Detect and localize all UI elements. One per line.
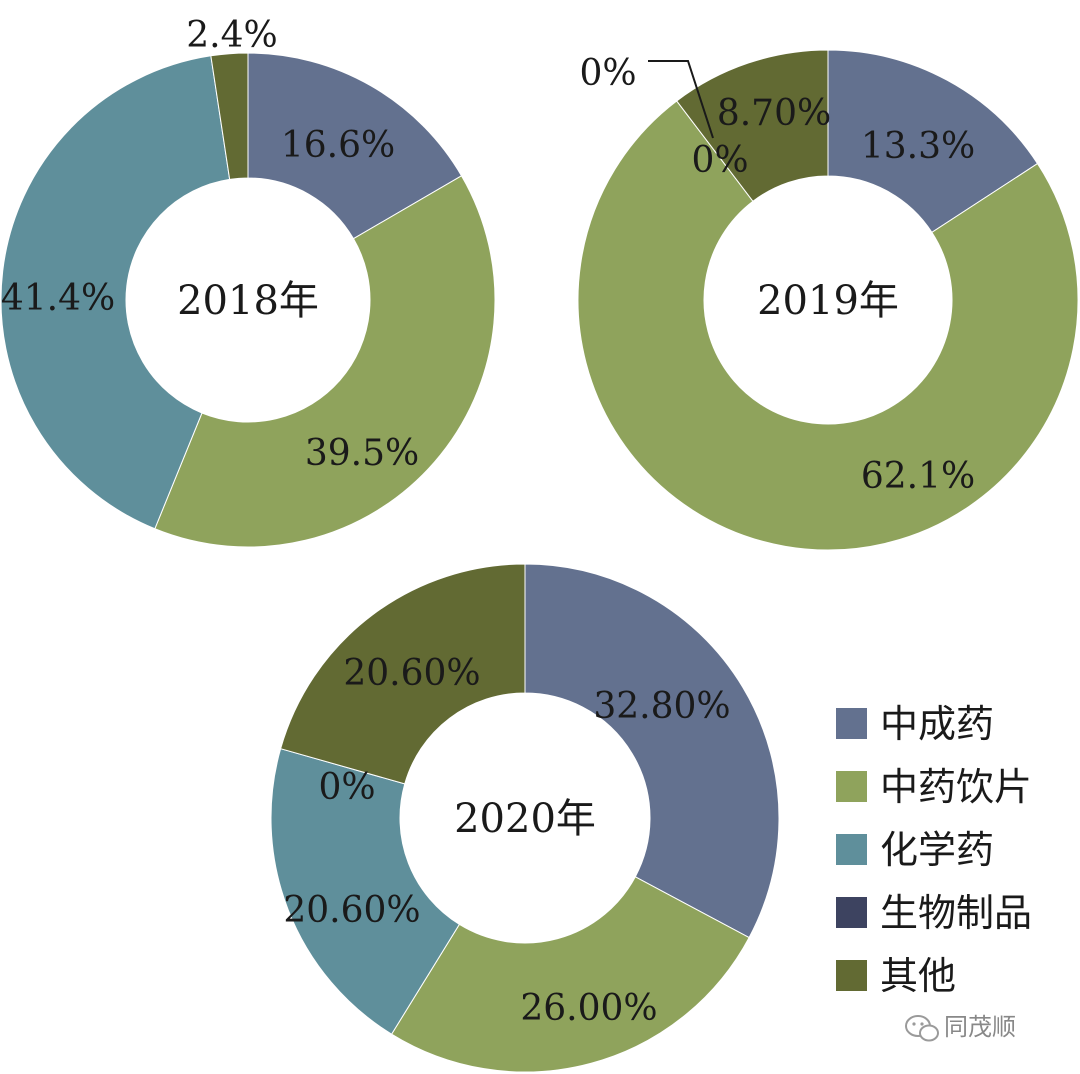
data-label-中成药: 32.80%	[593, 686, 730, 727]
legend-swatch	[836, 834, 867, 865]
legend-label: 化学药	[880, 828, 994, 872]
legend-swatch	[836, 708, 867, 739]
data-label-化学药: 41.4%	[1, 278, 115, 319]
data-label-化学药: 0%	[691, 140, 748, 181]
donut-2020: 2020年 32.80% 26.00% 20.60% 0% 20.60%	[270, 563, 780, 1073]
watermark-text: 同茂顺	[944, 1013, 1016, 1041]
data-label-中药饮片: 26.00%	[520, 988, 657, 1029]
center-label: 2019年	[757, 278, 899, 324]
data-label-生物制品: 0%	[579, 53, 636, 94]
legend-label: 其他	[880, 954, 956, 998]
center-label: 2020年	[454, 796, 596, 842]
data-label-中药饮片: 62.1%	[861, 456, 975, 497]
slice-化学药	[270, 748, 461, 1035]
data-label-中成药: 13.3%	[861, 126, 975, 167]
legend-swatch	[836, 960, 867, 991]
data-label-其他: 20.60%	[343, 653, 480, 694]
slice-中成药	[827, 49, 1039, 234]
legend-label: 中药饮片	[880, 765, 1032, 809]
wechat-icon	[905, 1015, 939, 1042]
slice-中药饮片	[390, 876, 750, 1073]
legend-label: 中成药	[880, 702, 994, 746]
data-label-其他: 8.70%	[717, 93, 831, 134]
slice-其他	[210, 52, 249, 180]
legend-swatch	[836, 771, 867, 802]
data-label-中成药: 16.6%	[281, 125, 395, 166]
watermark: 同茂顺	[905, 1013, 1016, 1042]
donut-2019: 2019年 13.3% 62.1% 0% 0% 8.70%	[577, 49, 1079, 551]
data-label-生物制品: 0%	[318, 767, 375, 808]
legend-swatch	[836, 897, 867, 928]
data-label-其他: 2.4%	[186, 15, 277, 56]
donut-2018: 2018年 16.6% 39.5% 41.4% 2.4%	[0, 15, 496, 548]
slice-中药饮片	[577, 100, 1079, 551]
data-label-化学药: 20.60%	[283, 890, 420, 931]
slice-其他	[676, 49, 829, 202]
slice-中成药	[247, 52, 463, 240]
slice-其他	[280, 563, 526, 785]
slice-中药饮片	[154, 175, 496, 548]
slice-中成药	[524, 563, 780, 939]
leader-line	[648, 60, 714, 139]
legend-label: 生物制品	[880, 891, 1032, 935]
slice-化学药	[0, 55, 231, 530]
center-label: 2018年	[177, 278, 319, 324]
data-label-中药饮片: 39.5%	[305, 433, 419, 474]
